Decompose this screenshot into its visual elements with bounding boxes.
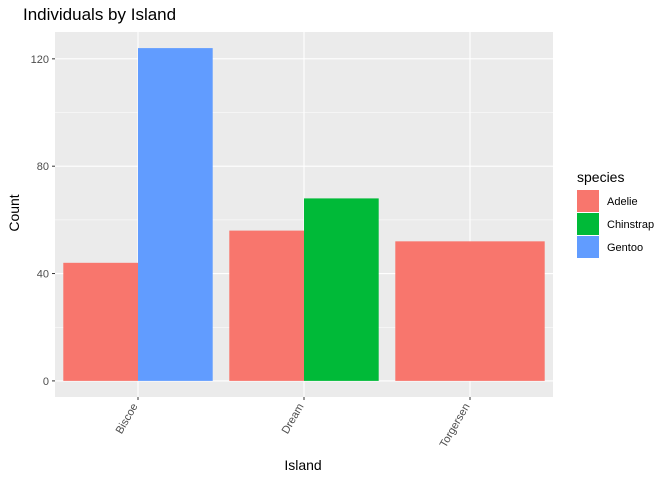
x-tick-label: Dream	[280, 402, 307, 437]
chart-title: Individuals by Island	[23, 5, 176, 24]
x-tick-label: Torgersen	[438, 402, 473, 450]
legend-label-gentoo: Gentoo	[607, 242, 643, 254]
y-axis-title: Count	[6, 194, 22, 231]
bar-torgersen-adelie	[395, 241, 545, 381]
legend-key-chinstrap	[577, 213, 599, 235]
legend-key-gentoo	[577, 236, 599, 258]
legend-title: species	[577, 169, 624, 185]
bar-biscoe-gentoo	[138, 48, 213, 381]
bars	[63, 48, 545, 381]
x-tick-label: Biscoe	[114, 402, 141, 437]
bar-dream-adelie	[229, 230, 304, 381]
y-tick-label: 120	[31, 54, 49, 66]
legend-label-adelie: Adelie	[607, 196, 638, 208]
legend: species Adelie Chinstrap Gentoo	[577, 169, 654, 258]
bar-biscoe-adelie	[63, 262, 138, 381]
legend-key-adelie	[577, 190, 599, 212]
legend-label-chinstrap: Chinstrap	[607, 219, 654, 231]
y-tick-label: 40	[37, 269, 49, 281]
x-axis-title: Island	[284, 457, 321, 473]
bar-dream-chinstrap	[304, 198, 379, 381]
y-tick-label: 80	[37, 161, 49, 173]
y-tick-label: 0	[43, 376, 49, 388]
